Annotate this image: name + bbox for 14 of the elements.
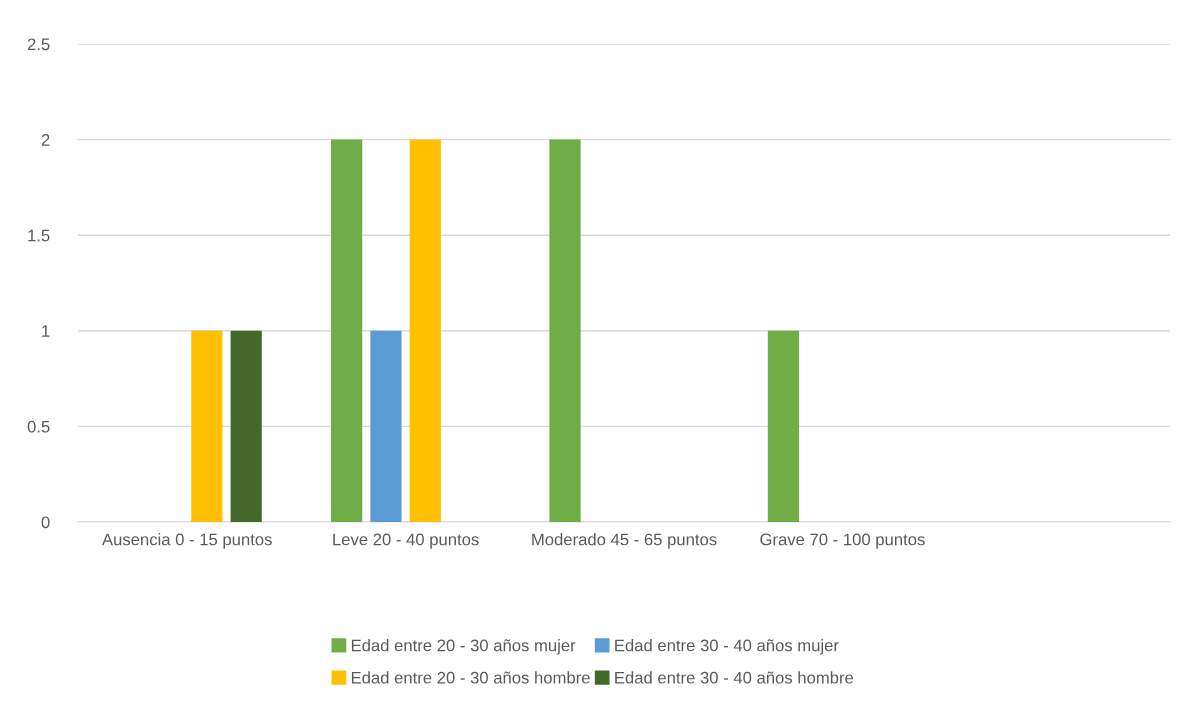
legend-label: Edad entre 20 - 30 años mujer [351, 639, 576, 655]
legend-label: Edad entre 30 - 40 años hombre [615, 671, 854, 684]
y-tick-label: 1.5 [28, 229, 50, 242]
y-tick-label: 2 [41, 134, 50, 146]
x-tick-label: Grave 70 - 100 puntos [760, 533, 925, 549]
x-tick-label: Ausencia 0 - 15 puntos [102, 533, 272, 549]
y-tick-label: 0.5 [27, 420, 50, 433]
x-tick-label: Moderado 45 - 65 puntos [532, 533, 717, 549]
y-tick-label: 0 [41, 516, 50, 529]
legend-label: Edad entre 30 - 40 años mujer [615, 639, 839, 655]
y-tick-label: 1 [42, 325, 50, 337]
x-tick-label: Leve 20 - 40 puntos [333, 533, 479, 549]
y-tick-label: 2.5 [27, 38, 50, 51]
legend-label: Edad entre 20 - 30 años hombre [351, 671, 590, 684]
